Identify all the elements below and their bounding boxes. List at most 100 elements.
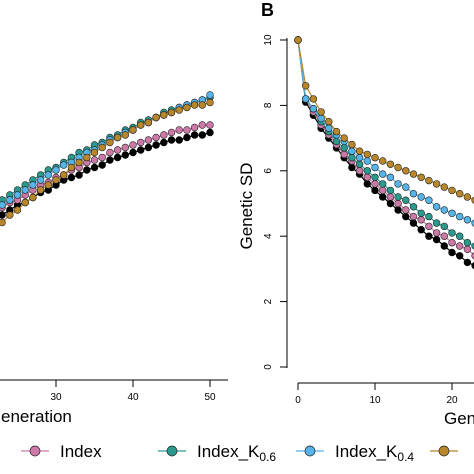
panel-a-point-black-37 <box>106 156 114 164</box>
panel-b-point-Index-18 <box>432 229 441 237</box>
panel-b-point-Index_K0.6-20 <box>448 229 456 237</box>
panel-b-y-tick-label-6: 6 <box>263 168 274 174</box>
panel-a-point-extra-23 <box>0 218 6 227</box>
panel-b-point-extra-5 <box>332 127 341 136</box>
panel-b-point-Index_K0.4-17 <box>425 196 433 204</box>
panel-b-point-Index_K0.6-17 <box>425 212 433 221</box>
panel-a-point-extra-26 <box>21 198 29 207</box>
panel-b-point-Index_K0.6-19 <box>440 222 448 231</box>
panel-b-point-Index_K0.4-14 <box>402 183 410 191</box>
panel-b-point-Index-15 <box>409 212 418 221</box>
panel-b-point-Index_K0.6-22 <box>463 239 472 247</box>
panel-b-line-Index_K0.4 <box>297 39 474 224</box>
panel-a-point-Index-36 <box>98 153 106 162</box>
panel-a-point-Index-49 <box>198 121 207 129</box>
panel-b-point-Index-10 <box>371 180 379 188</box>
panel-b-x-tick-label-10: 10 <box>369 395 381 406</box>
panel-a-point-black-41 <box>137 146 145 154</box>
panel-b-point-Index-22 <box>463 245 472 254</box>
panel-a-point-Index-39 <box>121 143 130 152</box>
panel-a-point-black-34 <box>83 166 91 174</box>
panel-a-x-tick-label-40: 40 <box>127 392 139 403</box>
panel-b-point-extra-11 <box>379 157 387 165</box>
panel-b-point-black-12 <box>386 199 395 208</box>
panel-a-point-black-46 <box>175 136 183 144</box>
panel-b-x-ticks: 0 10 20 <box>295 383 458 406</box>
panel-b-point-black-7 <box>348 163 356 172</box>
panel-b-series-Index <box>294 36 474 260</box>
panel-b-point-extra-13 <box>394 163 402 172</box>
panel-b-label: B <box>261 0 274 20</box>
panel-b-point-Index_K0.4-23 <box>471 219 474 227</box>
panel-b-point-black-21 <box>456 252 464 260</box>
panel-b-point-extra-21 <box>456 190 464 198</box>
panel-b-point-extra-4 <box>325 117 333 126</box>
legend-item-Index: Index <box>21 442 102 461</box>
panel-a-point-extra-41 <box>137 121 145 129</box>
panel-b-y-tick-label-0: 0 <box>263 364 274 370</box>
panel-b-point-black-11 <box>379 193 387 201</box>
panel-a-point-extra-30 <box>52 176 60 184</box>
panel-a-point-black-43 <box>152 141 160 149</box>
panel-a-point-Index_K0.4-25 <box>13 191 22 199</box>
panel-b-point-black-15 <box>409 219 418 227</box>
panel-a-point-Index-47 <box>183 126 191 134</box>
panel-b-point-Index_K0.6-6 <box>340 144 348 152</box>
panel-b-point-Index_K0.4-11 <box>379 170 387 178</box>
panel-a-series-Index <box>0 121 214 212</box>
panel-a-point-black-36 <box>98 161 106 169</box>
panel-a-point-black-49 <box>198 131 207 139</box>
panel-b-point-extra-3 <box>317 108 325 116</box>
panel-b-point-Index_K0.6-21 <box>456 232 464 240</box>
legend-marker-Index <box>29 445 41 457</box>
panel-b-point-Index_K0.4-1 <box>302 95 310 103</box>
panel-a-point-Index-42 <box>144 136 153 144</box>
panel-a-point-black-47 <box>183 133 191 142</box>
panel-a-point-extra-49 <box>198 101 207 109</box>
panel-a-point-black-35 <box>90 163 99 172</box>
panel-a-point-black-42 <box>144 143 153 152</box>
panel-b-point-extra-12 <box>386 160 395 169</box>
panel-b-y-tick-label-8: 8 <box>263 102 274 108</box>
panel-a-point-extra-40 <box>129 126 137 134</box>
panel-a-point-extra-33 <box>75 158 83 167</box>
panel-b-point-black-13 <box>394 206 402 214</box>
panel-a-point-Index-43 <box>152 133 160 142</box>
panel-a-point-extra-31 <box>59 171 68 179</box>
panel-b-point-Index_K0.4-18 <box>432 203 441 211</box>
panel-b-point-Index-6 <box>340 150 348 159</box>
panel-a-point-extra-32 <box>67 163 76 172</box>
panel-b-point-extra-7 <box>348 140 356 149</box>
panel-b-point-Index_K0.4-8 <box>355 154 364 162</box>
panel-b-point-Index_K0.4-12 <box>386 173 395 182</box>
panel-a-point-Index-38 <box>113 146 122 154</box>
panel-b-point-extra-1 <box>302 82 310 90</box>
panel-a-series <box>0 91 214 227</box>
panel-b-point-extra-17 <box>425 176 433 185</box>
panel-b-point-Index_K0.6-16 <box>417 209 425 218</box>
panel-a-point-Index_K0.4-28 <box>36 176 45 184</box>
panel-b-point-black-18 <box>432 235 441 244</box>
panel-a-point-Index_K0.4-31 <box>59 161 68 169</box>
panel-a-point-Index-44 <box>160 131 168 139</box>
panel-b-point-Index-14 <box>402 206 410 214</box>
panel-b-point-Index_K0.4-22 <box>463 216 472 224</box>
panel-b-point-black-10 <box>371 186 379 195</box>
panel-b-point-Index-17 <box>425 222 433 231</box>
panel-b-point-extra-16 <box>417 173 425 182</box>
panel-b-point-extra-22 <box>463 193 472 201</box>
panel-b-point-Index_K0.4-2 <box>309 104 318 113</box>
panel-a-point-extra-47 <box>183 103 191 112</box>
panel-b-point-Index_K0.4-10 <box>371 163 379 172</box>
panel-a-point-Index-40 <box>129 141 137 149</box>
panel-a-point-extra-35 <box>90 148 99 157</box>
panel-a-point-Index-50 <box>206 121 214 129</box>
panel-a-point-Index-46 <box>175 126 183 134</box>
panel-b-point-black-19 <box>440 242 448 250</box>
legend-item-Index_K0-6: Index_K0.6 <box>158 442 276 464</box>
panel-a-point-Index-45 <box>167 128 176 137</box>
legend: Index Index_K0.6 Index_K0.4 <box>21 442 458 464</box>
panel-a-x-tick-label-30: 30 <box>50 392 62 403</box>
panel-a-point-Index_K0.4-27 <box>29 181 37 189</box>
panel-b-point-Index_K0.4-7 <box>348 147 356 155</box>
